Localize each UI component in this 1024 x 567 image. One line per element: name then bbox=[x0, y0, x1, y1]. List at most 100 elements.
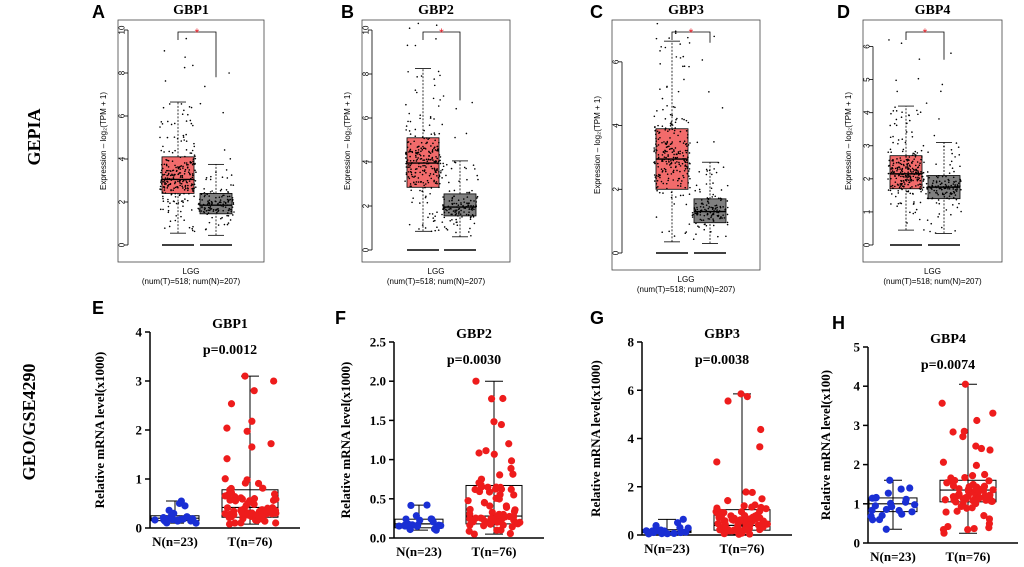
data-point bbox=[907, 162, 910, 165]
significance-bracket bbox=[177, 31, 217, 78]
data-point bbox=[919, 201, 922, 204]
data-point bbox=[457, 204, 460, 206]
data-point bbox=[693, 207, 696, 209]
data-point bbox=[414, 135, 417, 137]
data-point bbox=[188, 226, 191, 229]
data-point bbox=[457, 199, 460, 202]
data-point bbox=[890, 151, 892, 154]
data-point-t bbox=[484, 483, 492, 491]
data-point bbox=[712, 182, 714, 184]
data-point bbox=[207, 212, 210, 214]
data-point-t bbox=[226, 496, 234, 504]
data-point bbox=[432, 217, 435, 219]
data-point bbox=[915, 172, 918, 175]
data-point bbox=[448, 208, 450, 211]
data-point bbox=[909, 165, 911, 168]
data-point bbox=[952, 190, 955, 193]
data-point bbox=[888, 39, 890, 41]
data-point bbox=[720, 189, 723, 191]
data-point bbox=[203, 208, 206, 211]
data-point bbox=[409, 159, 412, 162]
data-point bbox=[470, 208, 473, 211]
data-point bbox=[704, 208, 706, 211]
data-point bbox=[187, 189, 189, 192]
data-point-t bbox=[472, 377, 480, 385]
data-point bbox=[188, 192, 190, 195]
data-point bbox=[656, 130, 659, 133]
data-point bbox=[420, 141, 423, 144]
data-point bbox=[442, 165, 445, 168]
data-point bbox=[175, 202, 178, 205]
data-point bbox=[227, 222, 230, 224]
y-tick-label: 6 bbox=[362, 115, 371, 120]
data-point bbox=[912, 179, 914, 182]
data-point bbox=[164, 181, 166, 184]
data-point bbox=[425, 195, 427, 198]
data-point bbox=[471, 101, 474, 104]
data-point bbox=[227, 212, 229, 214]
data-point bbox=[406, 44, 409, 47]
data-point bbox=[428, 212, 431, 215]
data-point bbox=[666, 86, 668, 88]
data-point bbox=[895, 118, 898, 121]
p-value: p=0.0074 bbox=[921, 358, 975, 373]
data-point bbox=[925, 192, 927, 195]
data-point-t bbox=[237, 494, 245, 502]
data-point-t bbox=[488, 508, 496, 516]
data-point bbox=[726, 206, 729, 209]
data-point bbox=[953, 170, 955, 173]
data-point bbox=[191, 229, 194, 232]
data-point bbox=[702, 206, 705, 208]
data-point bbox=[923, 178, 925, 181]
data-point bbox=[181, 185, 184, 188]
data-point bbox=[700, 199, 703, 201]
data-point bbox=[210, 208, 213, 210]
data-point bbox=[904, 174, 907, 177]
data-point bbox=[932, 180, 935, 182]
data-point bbox=[895, 110, 898, 112]
data-point bbox=[443, 198, 445, 201]
data-point bbox=[184, 184, 187, 187]
y-tick-label: 4 bbox=[136, 325, 143, 340]
data-point bbox=[439, 74, 441, 77]
data-point bbox=[167, 211, 170, 214]
data-point bbox=[922, 186, 925, 189]
data-point bbox=[448, 181, 450, 184]
data-point bbox=[408, 27, 411, 30]
data-point bbox=[687, 36, 689, 39]
data-point bbox=[218, 196, 221, 199]
data-point bbox=[891, 184, 894, 187]
data-point bbox=[174, 182, 176, 185]
data-point bbox=[430, 133, 433, 135]
data-point bbox=[469, 227, 471, 230]
data-point bbox=[183, 189, 186, 191]
data-point bbox=[161, 167, 164, 170]
data-point bbox=[911, 167, 914, 170]
data-point bbox=[183, 139, 186, 141]
data-point bbox=[695, 212, 698, 215]
data-point bbox=[439, 162, 442, 165]
data-point bbox=[180, 182, 183, 185]
data-point bbox=[169, 220, 172, 223]
data-point bbox=[937, 185, 939, 187]
data-point bbox=[707, 198, 710, 201]
data-point-t bbox=[938, 399, 946, 407]
data-point bbox=[166, 136, 169, 139]
data-point bbox=[421, 149, 424, 151]
data-point bbox=[179, 156, 182, 159]
data-point bbox=[462, 205, 464, 207]
data-point bbox=[906, 164, 909, 166]
data-point bbox=[910, 172, 913, 174]
data-point bbox=[170, 123, 173, 126]
data-point bbox=[415, 160, 418, 162]
y-tick-label: 10 bbox=[362, 25, 371, 34]
data-point bbox=[232, 203, 235, 205]
data-point bbox=[414, 175, 416, 178]
data-point bbox=[684, 232, 687, 235]
data-point bbox=[683, 65, 686, 68]
data-point bbox=[672, 171, 675, 174]
data-point bbox=[699, 205, 702, 208]
data-point bbox=[691, 211, 694, 214]
data-point bbox=[950, 52, 952, 54]
data-point bbox=[428, 137, 431, 140]
